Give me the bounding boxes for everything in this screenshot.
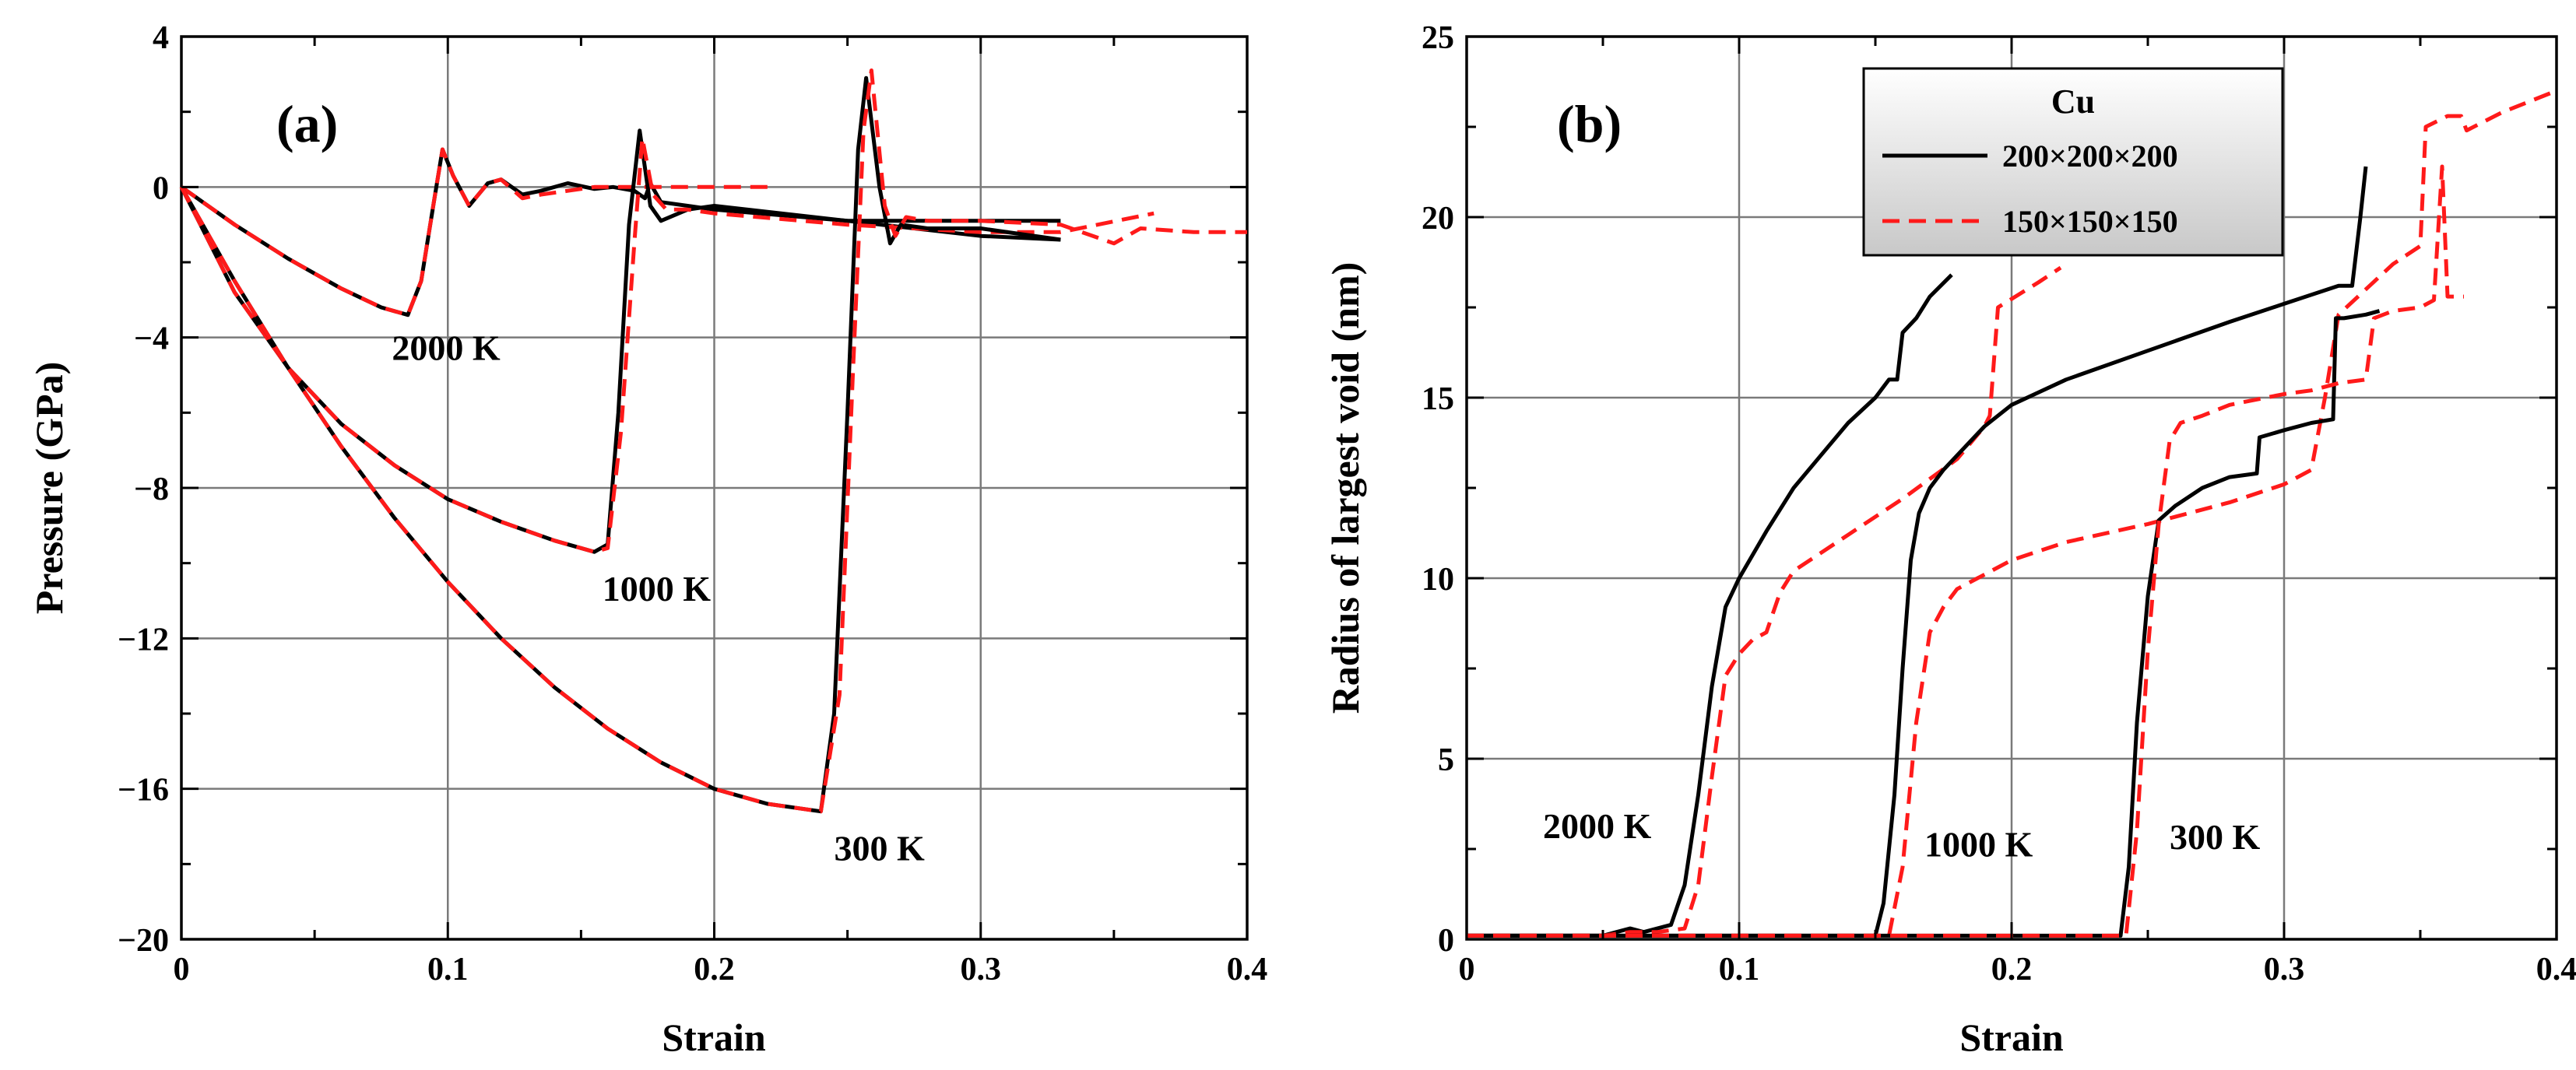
- y-tick-label: 4: [153, 20, 169, 56]
- panel-b-x-axis-title: Strain: [1959, 1016, 2064, 1059]
- series-line-2000-k-200-200-200: [1467, 273, 1953, 938]
- legend-entry-150: 150×150×150: [2002, 204, 2178, 239]
- y-tick-label: 5: [1438, 742, 1454, 778]
- panel-a-y-axis-title: Pressure (GPa): [27, 362, 71, 614]
- series-line-1000-k-200-200-200: [1467, 166, 2368, 938]
- panel-a-grid: [181, 37, 1247, 939]
- x-tick-label: 0.4: [2536, 952, 2576, 988]
- series-line-300-k-200-200-200: [179, 75, 1061, 814]
- x-tick-label: 0.4: [1227, 952, 1268, 988]
- curve-annotation: 300 K: [835, 829, 926, 868]
- legend-entry-200: 200×200×200: [2002, 139, 2178, 174]
- curve-annotation: 2000 K: [392, 328, 501, 368]
- legend-title: Cu: [2051, 82, 2095, 121]
- panel-b-ticks: 0 0.1 0.2 0.3 0.4 0 5 10 15 20 25: [1422, 20, 2576, 988]
- panel-a-series: [179, 68, 1247, 814]
- curve-annotation: 1000 K: [1924, 824, 2033, 864]
- panel-a-label: (a): [276, 94, 338, 153]
- y-tick-label: −4: [134, 321, 169, 357]
- y-tick-label: 15: [1422, 381, 1454, 417]
- y-tick-label: 0: [1438, 923, 1454, 959]
- curve-annotation: 300 K: [2170, 817, 2261, 857]
- panel-b-annotations: 2000 K 1000 K 300 K: [1543, 806, 2261, 864]
- y-tick-label: −20: [118, 923, 169, 959]
- series-line-2000-k-150-150-150: [180, 147, 768, 317]
- series-line-2000-k-150-150-150: [1467, 265, 2062, 938]
- x-tick-label: 0: [1459, 952, 1475, 988]
- y-tick-label: 25: [1422, 20, 1454, 56]
- panel-a-x-axis-title: Strain: [662, 1016, 766, 1059]
- series-line-300-k-150-150-150: [179, 68, 1247, 814]
- panel-a-annotations: 2000 K 1000 K 300 K: [392, 328, 925, 868]
- y-tick-label: 20: [1422, 201, 1454, 237]
- y-tick-label: −16: [118, 773, 169, 809]
- series-line-1000-k-150-150-150: [1467, 89, 2557, 938]
- panel-b-series: [1467, 89, 2557, 938]
- y-tick-label: −12: [118, 622, 169, 658]
- legend-box: [1862, 67, 2284, 257]
- panel-a: 0 0.1 0.2 0.3 0.4 −20 −16 −12 −8 −4 0 4 (a) 2000 K 1…: [27, 20, 1267, 1059]
- panel-a-ticks: 0 0.1 0.2 0.3 0.4 −20 −16 −12 −8 −4 0 4: [118, 20, 1267, 988]
- panel-b-label: (b): [1557, 94, 1622, 153]
- series-line-2000-k-200-200-200: [180, 147, 1061, 317]
- y-tick-label: 0: [153, 170, 169, 206]
- series-line-300-k-150-150-150: [1467, 164, 2464, 938]
- series-line-300-k-200-200-200: [1467, 309, 2381, 938]
- x-tick-label: 0.3: [961, 952, 1002, 988]
- legend: Cu 200×200×200 150×150×150: [1862, 67, 2284, 257]
- series-line-1000-k-150-150-150: [179, 136, 1154, 554]
- curve-annotation: 2000 K: [1543, 806, 1652, 846]
- y-tick-label: −8: [134, 472, 169, 507]
- panel-b: 0 0.1 0.2 0.3 0.4 0 5 10 15 20 25 (b) 2000 K 1000 K…: [1323, 20, 2576, 1059]
- x-tick-label: 0.2: [694, 952, 735, 988]
- x-tick-label: 0.1: [1719, 952, 1760, 988]
- x-tick-label: 0.3: [2264, 952, 2305, 988]
- x-tick-label: 0.1: [427, 952, 469, 988]
- x-tick-label: 0.2: [1991, 952, 2033, 988]
- panel-b-y-axis-title: Radius of largest void (nm): [1323, 262, 1367, 714]
- y-tick-label: 10: [1422, 562, 1454, 598]
- curve-annotation: 1000 K: [603, 569, 712, 609]
- x-tick-label: 0: [174, 952, 190, 988]
